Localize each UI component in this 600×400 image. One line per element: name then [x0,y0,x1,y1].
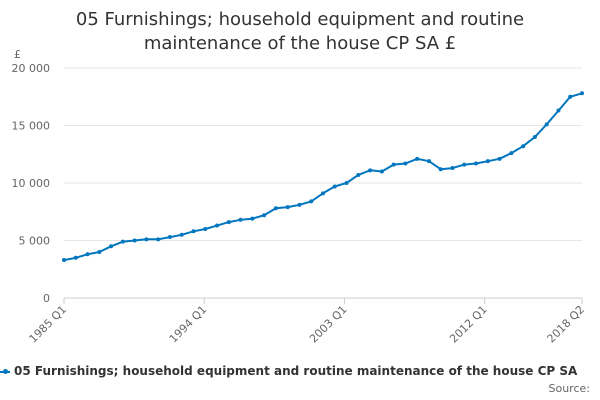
data-point [144,237,149,242]
data-point [120,239,125,244]
data-point [73,255,78,260]
data-point [544,122,549,127]
y-tick-label: 5 000 [19,235,51,248]
data-point [332,184,337,189]
y-tick-label: 20 000 [12,62,51,75]
data-point [497,156,502,161]
data-point [568,94,573,99]
x-tick-label: 2018 Q2 [545,303,588,346]
x-tick-label: 1985 Q1 [27,303,70,346]
data-point [309,199,314,204]
data-point [556,108,561,113]
data-point [179,232,184,237]
data-point [262,213,267,218]
series-line [63,92,583,262]
y-axis-unit-label: £ [14,48,21,61]
data-point [391,162,396,167]
x-tick-label: 2003 Q1 [307,303,350,346]
series-layer [62,91,584,263]
data-point [532,135,537,139]
y-tick-label: 0 [43,292,50,305]
data-point [368,168,373,173]
data-point [297,202,302,207]
data-point [521,144,526,149]
data-point [426,159,431,164]
legend-swatch [0,368,10,374]
data-point [85,252,90,257]
data-point [132,238,137,243]
x-tick-label: 2012 Q1 [447,303,490,346]
data-point [403,161,408,166]
chart-title: 05 Furnishings; household equipment and … [0,8,600,56]
data-point [167,235,172,240]
y-tick-label: 15 000 [12,120,51,133]
data-point [156,237,161,242]
y-tick-label: 10 000 [12,177,51,190]
data-point [462,162,467,167]
data-point [450,166,455,171]
data-point [62,258,66,263]
data-point [203,227,208,231]
data-point [485,159,490,164]
data-point [356,172,361,177]
data-point [97,250,102,254]
data-point [215,223,220,228]
data-point [344,181,349,185]
data-point [509,151,514,156]
data-point [238,217,243,222]
data-point [226,220,231,225]
data-point [273,206,278,211]
legend-label: 05 Furnishings; household equipment and … [14,364,578,378]
data-point [109,244,114,249]
data-point [474,161,479,166]
chart-title-line-1: 05 Furnishings; household equipment and … [75,9,525,30]
data-point [438,167,443,172]
data-point [285,205,290,210]
data-point [191,229,196,234]
gridlines [64,67,582,299]
data-point [580,91,584,96]
data-point [379,169,384,174]
x-tick-label: 1994 Q1 [167,303,210,346]
chart-title-line-2: maintenance of the house CP SA £ [143,33,457,54]
data-point [250,216,255,221]
data-point [321,191,325,196]
data-point [415,156,420,161]
axes: 0 5 000 10 000 15 000 20 000£1985 Q1 1994 Q1 2… [12,48,588,345]
source-label: Source: [548,382,591,395]
legend: 05 Furnishings; household equipment and … [0,364,577,382]
